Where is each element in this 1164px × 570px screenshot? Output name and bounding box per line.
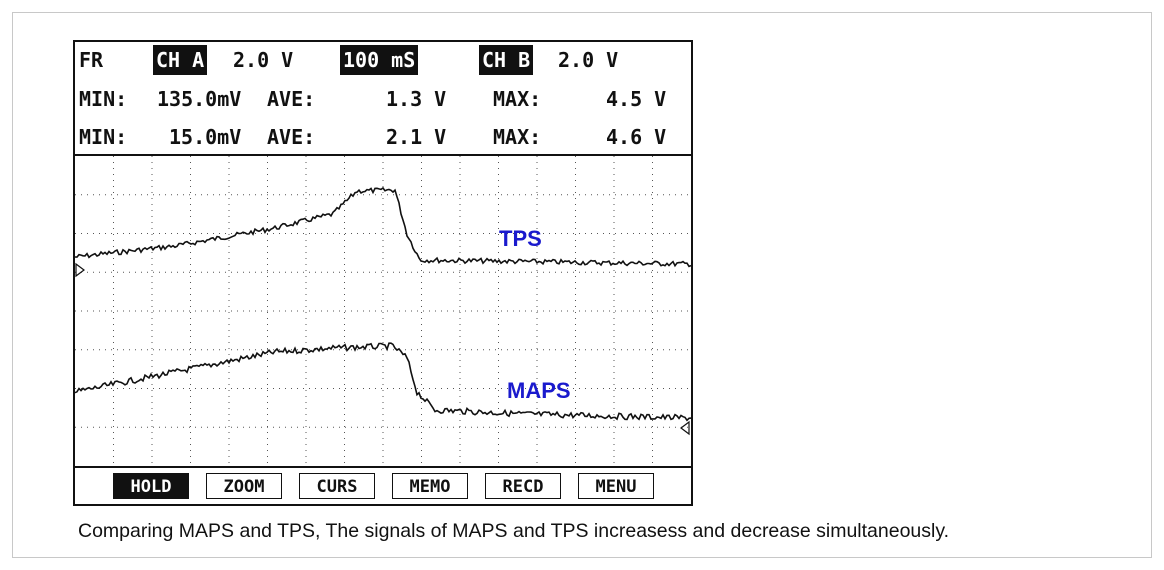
record-button[interactable]: RECD bbox=[485, 473, 561, 499]
ave-value: 1.3 V bbox=[386, 87, 447, 111]
stats-row-channel-a: MIN: 135.0mV AVE: 1.3 V MAX: 4.5 V bbox=[79, 84, 666, 114]
scope-header: FR CH A 2.0 V 100 mS CH B 2.0 V MIN: 135… bbox=[75, 42, 691, 156]
hold-button[interactable]: HOLD bbox=[113, 473, 189, 499]
channel-a-scale: 2.0 V bbox=[233, 48, 294, 72]
max-label: MAX: bbox=[493, 125, 542, 149]
stats-row-channel-b: MIN: 15.0mV AVE: 2.1 V MAX: 4.6 V bbox=[79, 122, 666, 152]
min-value: 135.0mV bbox=[157, 87, 242, 111]
waveform-plot bbox=[75, 156, 691, 466]
tps-trace bbox=[75, 186, 691, 268]
channel-b-marker-icon bbox=[680, 420, 690, 436]
min-value: 15.0mV bbox=[169, 125, 242, 149]
header-row: FR CH A 2.0 V 100 mS CH B 2.0 V bbox=[79, 45, 618, 75]
max-value: 4.5 V bbox=[606, 87, 667, 111]
menu-button[interactable]: MENU bbox=[578, 473, 654, 499]
plot-grid bbox=[75, 156, 691, 466]
memo-button[interactable]: MEMO bbox=[392, 473, 468, 499]
button-bar: HOLD ZOOM CURS MEMO RECD MENU bbox=[75, 466, 691, 504]
maps-trace bbox=[75, 342, 691, 422]
max-label: MAX: bbox=[493, 87, 542, 111]
channel-a-badge[interactable]: CH A bbox=[153, 45, 208, 75]
tps-label: TPS bbox=[499, 226, 542, 251]
figure-caption: Comparing MAPS and TPS, The signals of M… bbox=[78, 520, 950, 542]
channel-b-badge[interactable]: CH B bbox=[479, 45, 534, 75]
min-label: MIN: bbox=[79, 87, 128, 111]
zoom-button[interactable]: ZOOM bbox=[206, 473, 282, 499]
mode-label: FR bbox=[79, 48, 104, 72]
channel-a-marker-icon bbox=[75, 262, 85, 278]
cursor-button[interactable]: CURS bbox=[299, 473, 375, 499]
timebase-badge[interactable]: 100 mS bbox=[340, 45, 419, 75]
oscilloscope-screen: FR CH A 2.0 V 100 mS CH B 2.0 V MIN: 135… bbox=[73, 40, 693, 506]
ave-label: AVE: bbox=[267, 87, 316, 111]
channel-b-scale: 2.0 V bbox=[558, 48, 619, 72]
ave-label: AVE: bbox=[267, 125, 316, 149]
min-label: MIN: bbox=[79, 125, 128, 149]
max-value: 4.6 V bbox=[606, 125, 667, 149]
maps-label: MAPS bbox=[507, 378, 571, 403]
ave-value: 2.1 V bbox=[386, 125, 447, 149]
